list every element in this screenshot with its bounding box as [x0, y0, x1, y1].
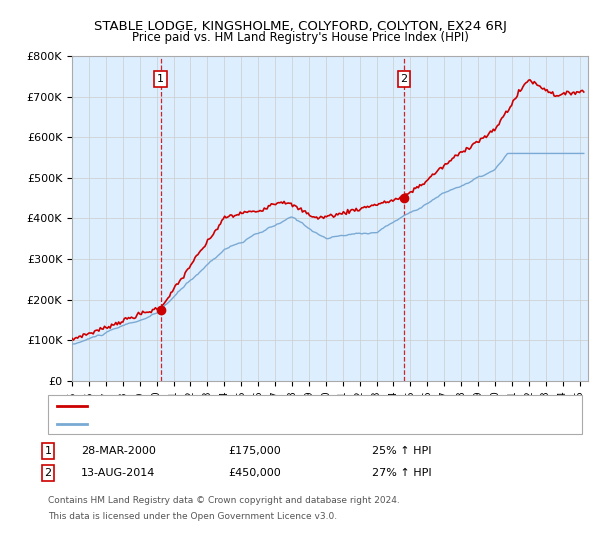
Text: 2: 2 [44, 468, 52, 478]
Text: STABLE LODGE, KINGSHOLME, COLYFORD, COLYTON, EX24 6RJ (detached house): STABLE LODGE, KINGSHOLME, COLYFORD, COLY… [93, 401, 494, 411]
Text: 2: 2 [400, 74, 407, 84]
Text: 28-MAR-2000: 28-MAR-2000 [81, 446, 156, 456]
Text: This data is licensed under the Open Government Licence v3.0.: This data is licensed under the Open Gov… [48, 512, 337, 521]
Text: £450,000: £450,000 [228, 468, 281, 478]
Text: 1: 1 [44, 446, 52, 456]
Text: HPI: Average price, detached house, East Devon: HPI: Average price, detached house, East… [93, 419, 334, 429]
Text: 27% ↑ HPI: 27% ↑ HPI [372, 468, 431, 478]
Text: 13-AUG-2014: 13-AUG-2014 [81, 468, 155, 478]
Text: Contains HM Land Registry data © Crown copyright and database right 2024.: Contains HM Land Registry data © Crown c… [48, 496, 400, 505]
Text: 1: 1 [157, 74, 164, 84]
Text: £175,000: £175,000 [228, 446, 281, 456]
Text: Price paid vs. HM Land Registry's House Price Index (HPI): Price paid vs. HM Land Registry's House … [131, 31, 469, 44]
Text: STABLE LODGE, KINGSHOLME, COLYFORD, COLYTON, EX24 6RJ: STABLE LODGE, KINGSHOLME, COLYFORD, COLY… [94, 20, 506, 32]
Text: 25% ↑ HPI: 25% ↑ HPI [372, 446, 431, 456]
